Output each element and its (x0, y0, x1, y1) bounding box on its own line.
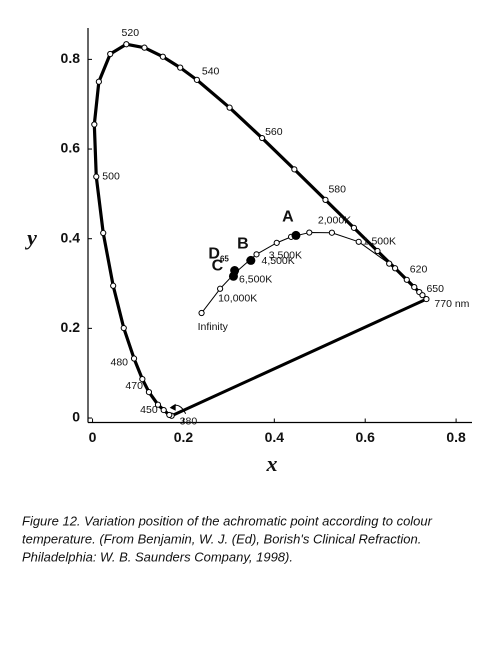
point (160, 406, 167, 414)
point (159, 53, 166, 60)
x-tick-label: 0.4 (265, 429, 285, 445)
illuminant-name: D (208, 246, 220, 263)
point (91, 121, 98, 128)
point (322, 196, 329, 203)
illuminant-point (291, 230, 301, 240)
point-label: 770 nm (434, 298, 469, 310)
y-tick-label: 0.4 (61, 229, 81, 245)
point-label: Infinity (198, 321, 229, 333)
point (93, 173, 100, 180)
caption-line: Figure 12. Variation position of the ach… (22, 513, 433, 528)
y-tick-label: 0.2 (61, 319, 81, 335)
point (95, 78, 102, 85)
point (355, 238, 362, 245)
point (107, 50, 114, 58)
point-label: 380 (180, 416, 198, 428)
illuminant-name: C (212, 257, 224, 274)
point-label: 470 (125, 380, 143, 392)
y-tick-label: 0.8 (61, 50, 81, 66)
x-tick-label: 0.2 (174, 429, 194, 445)
illuminant-name: B (237, 236, 249, 253)
y-tick-label: 0.6 (61, 140, 81, 156)
point (110, 282, 117, 289)
point (403, 276, 410, 283)
point (100, 229, 107, 237)
point (258, 134, 266, 142)
point-label: 580 (328, 184, 346, 196)
illuminant-point (246, 255, 256, 265)
point-label: 620 (410, 264, 428, 276)
point (374, 247, 381, 255)
caption-line: Philadelphia: W. B. Saunders Company, 19… (22, 549, 293, 564)
point-label: 540 (202, 66, 220, 78)
point (273, 239, 280, 246)
point-label: 560 (265, 126, 283, 138)
x-tick-label: 0.8 (446, 429, 466, 445)
y-tick-label: 0 (72, 409, 80, 425)
point (392, 265, 399, 272)
point (217, 285, 224, 292)
illuminant-label: C (212, 257, 224, 274)
point (423, 295, 430, 303)
point-label: 4,500K (262, 255, 295, 267)
point (139, 376, 146, 383)
spectral-locus (92, 42, 428, 418)
point-label: 480 (111, 356, 129, 368)
point (328, 229, 335, 236)
point-label: 10,000K (218, 293, 257, 305)
point (145, 389, 153, 396)
illuminant-point (228, 271, 238, 281)
point (350, 224, 358, 231)
point (386, 260, 393, 267)
purple-line (171, 297, 428, 418)
point (193, 76, 200, 83)
point-label: 3,500K (269, 250, 302, 262)
point (226, 104, 233, 111)
illuminant-label: B (237, 236, 249, 253)
illuminant-label: A (282, 209, 294, 226)
point (166, 411, 173, 419)
illuminant-name: A (282, 209, 294, 226)
point (306, 229, 313, 236)
point (411, 284, 418, 291)
point-label: 2,000K (318, 215, 351, 227)
point (130, 355, 138, 362)
point (291, 166, 298, 173)
y-axis-label: y (24, 225, 37, 250)
point (120, 324, 127, 332)
point (123, 41, 130, 48)
point (198, 309, 205, 317)
x-tick-label: 0.6 (355, 429, 375, 445)
point-label: 6,500K (239, 274, 272, 286)
arrow-head (169, 403, 176, 411)
point (141, 44, 148, 51)
point-label: 1,500K (363, 236, 396, 248)
point (419, 292, 426, 299)
illuminant-subscript: 65 (220, 255, 229, 264)
caption-line: temperature. (From Benjamin, W. J. (Ed),… (22, 531, 421, 546)
point (253, 251, 260, 258)
point (154, 401, 162, 408)
point-label: 520 (122, 27, 140, 39)
point (177, 64, 184, 71)
point-label: 450 (140, 404, 158, 416)
point-label: 500 (102, 170, 120, 182)
x-tick-label: 0 (89, 429, 97, 445)
illuminant-label: D65 (208, 246, 229, 264)
x-axis-label: x (266, 451, 278, 476)
point-label: 650 (426, 283, 444, 295)
